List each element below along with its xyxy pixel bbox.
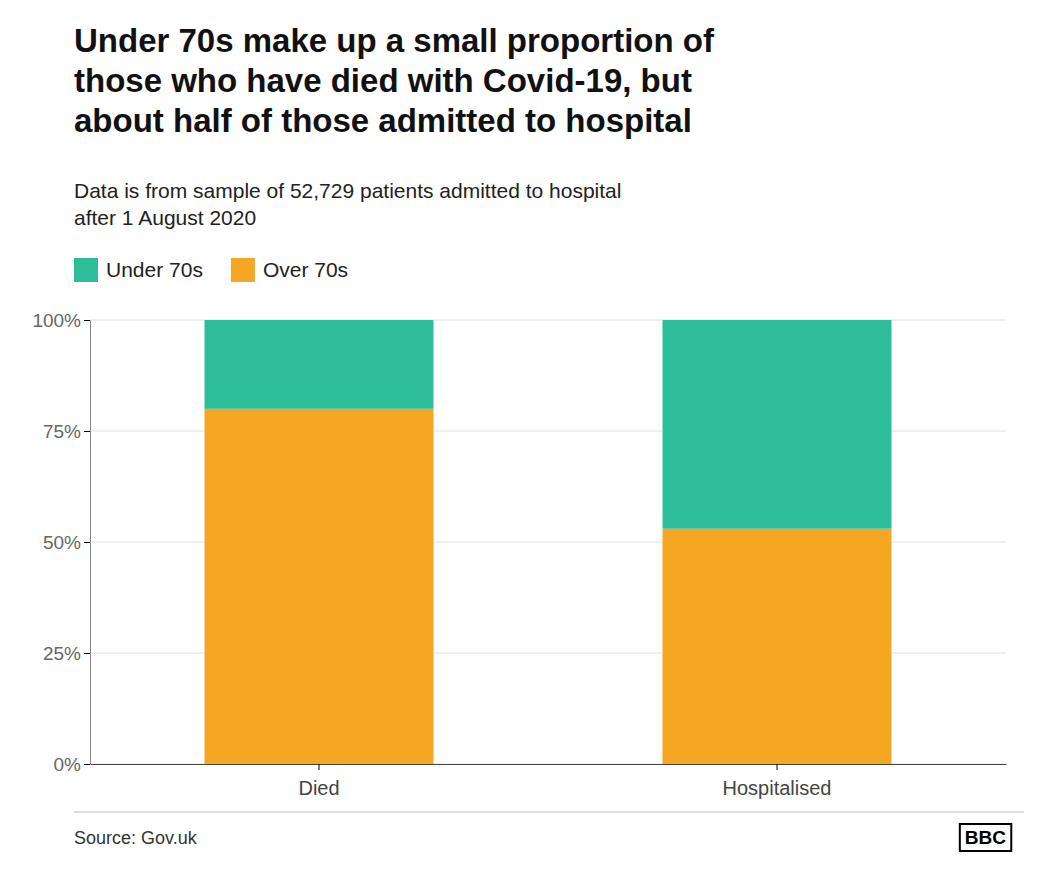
y-tick-mark bbox=[84, 320, 90, 321]
plot: 0% 25% 50% 75% 100% Died Hospitalised bbox=[32, 310, 1006, 799]
bar bbox=[663, 320, 892, 529]
subtitle-line: Data is from sample of 52,729 patients a… bbox=[74, 179, 621, 202]
y-tick-label: 100% bbox=[32, 310, 81, 331]
y-tick: 25% bbox=[43, 643, 90, 664]
chart-root: Under 70s make up a small proportion oft… bbox=[0, 0, 1056, 874]
legend-label: Under 70s bbox=[106, 258, 203, 281]
y-tick-label: 25% bbox=[43, 643, 81, 664]
title-line: Under 70s make up a small proportion of bbox=[74, 22, 715, 59]
y-tick-label: 50% bbox=[43, 532, 81, 553]
subtitle-line: after 1 August 2020 bbox=[74, 206, 256, 229]
x-axis: Died Hospitalised bbox=[91, 764, 1007, 799]
title: Under 70s make up a small proportion oft… bbox=[74, 22, 715, 139]
y-tick-label: 75% bbox=[43, 421, 81, 442]
grid bbox=[90, 320, 1006, 764]
bar bbox=[205, 409, 434, 764]
y-tick: 100% bbox=[32, 310, 90, 331]
y-tick: 75% bbox=[43, 421, 90, 442]
source: Source: Gov.uk bbox=[74, 828, 198, 848]
x-tick: Died bbox=[298, 764, 339, 799]
legend-item: Under 70s bbox=[74, 258, 203, 282]
x-tick-mark bbox=[319, 764, 320, 770]
credit: BBC bbox=[965, 827, 1006, 848]
legend: Under 70s Over 70s bbox=[74, 258, 348, 282]
x-tick-label: Died bbox=[298, 777, 339, 799]
credit-box bbox=[960, 824, 1011, 851]
y-tick-mark bbox=[84, 542, 90, 543]
title-line: those who have died with Covid-19, but bbox=[74, 62, 692, 99]
legend-swatch bbox=[74, 258, 98, 282]
bars bbox=[205, 320, 892, 764]
y-tick: 50% bbox=[43, 532, 90, 553]
y-tick-label: 0% bbox=[54, 754, 82, 775]
title-line: about half of those admitted to hospital bbox=[74, 102, 692, 139]
bar bbox=[205, 320, 434, 409]
y-tick-mark bbox=[84, 431, 90, 432]
legend-swatch bbox=[231, 258, 255, 282]
subtitle: Data is from sample of 52,729 patients a… bbox=[74, 179, 621, 229]
y-tick-mark bbox=[84, 764, 90, 765]
y-tick-mark bbox=[84, 653, 90, 654]
x-tick-mark bbox=[777, 764, 778, 770]
y-axis: 0% 25% 50% 75% 100% bbox=[32, 310, 90, 775]
x-tick: Hospitalised bbox=[723, 764, 832, 799]
legend-item: Over 70s bbox=[231, 258, 348, 282]
series-group bbox=[205, 320, 892, 529]
bar bbox=[663, 529, 892, 764]
y-axis-line bbox=[90, 321, 91, 765]
footer-rule bbox=[74, 812, 1024, 813]
x-tick-label: Hospitalised bbox=[723, 777, 832, 799]
y-tick: 0% bbox=[54, 754, 90, 775]
legend-label: Over 70s bbox=[263, 258, 348, 281]
x-axis-line bbox=[91, 764, 1007, 765]
